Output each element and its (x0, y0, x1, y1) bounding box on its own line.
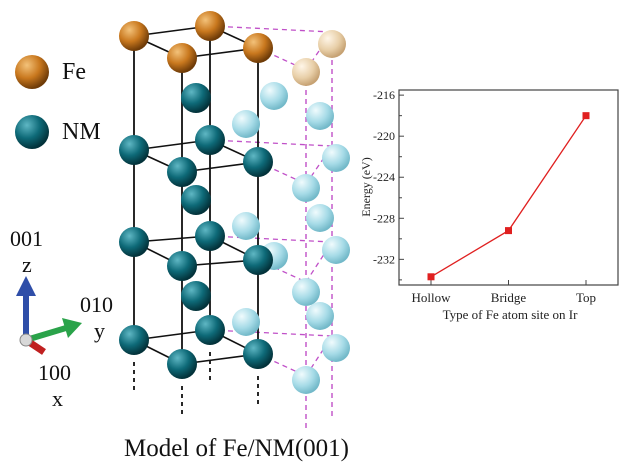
figure-caption: Model of Fe/NM(001) (124, 435, 349, 462)
fe-atom (243, 33, 273, 63)
x-axis-ticks: Hollow Bridge Top (412, 280, 596, 305)
chart-y-axis-label: Energy (eV) (359, 157, 373, 216)
y-direction-index: 010 (80, 292, 113, 317)
energy-series-line (430, 115, 587, 278)
x-tick-label: Bridge (491, 290, 527, 305)
data-point-hollow (427, 273, 435, 281)
ghost-nm-atom (292, 174, 320, 202)
y-tick-label: -220 (373, 129, 395, 143)
nm-atom (243, 245, 273, 275)
chart-x-axis-label: Type of Fe atom site on Ir (443, 307, 579, 322)
chart-frame (398, 89, 619, 286)
nm-atom (167, 251, 197, 281)
y-axis-label: y (94, 318, 105, 343)
nm-legend-label: NM (62, 119, 101, 145)
y-tick-label: -224 (373, 170, 395, 184)
ghost-layer-bond (209, 329, 333, 337)
nm-atom (195, 125, 225, 155)
nm-atom (243, 339, 273, 369)
z-arrow-icon (16, 276, 36, 296)
x-direction-index: 100 (38, 360, 71, 385)
ghost-nm-atom (232, 110, 260, 138)
nm-atom (167, 349, 197, 379)
ghost-fe-atom (318, 30, 346, 58)
nm-atom (181, 185, 211, 215)
fe-legend-atom (15, 55, 49, 89)
nm-atom (195, 315, 225, 345)
ghost-nm-atom (260, 82, 288, 110)
ghost-layer-bond (209, 139, 333, 147)
nm-atom (243, 147, 273, 177)
z-axis-label: z (22, 252, 32, 277)
ghost-nm-atom (306, 302, 334, 330)
ghost-nm-atom (232, 212, 260, 240)
ghost-nm-atom (292, 366, 320, 394)
axis-triad (16, 276, 82, 355)
ghost-nm-atom (306, 204, 334, 232)
nm-atom (167, 157, 197, 187)
nm-atom (181, 83, 211, 113)
axis-origin (19, 333, 33, 347)
energy-chart: -216 -220 -224 -228 -232 Hollow Bridge Top Ene… (359, 88, 619, 322)
x-axis-label: x (52, 386, 63, 411)
fe-atom (195, 11, 225, 41)
nm-legend-atom (15, 115, 49, 149)
nm-atom (119, 135, 149, 165)
ghost-nm-atom (292, 278, 320, 306)
x-tick-label: Hollow (412, 290, 452, 305)
ghost-fe-atom (292, 58, 320, 86)
ghost-nm-atom (322, 334, 350, 362)
fe-atom (119, 21, 149, 51)
nm-atom (119, 227, 149, 257)
y-tick-label: -228 (373, 211, 395, 225)
y-axis-ticks: -216 -220 -224 -228 -232 (373, 88, 404, 281)
fe-legend-label: Fe (62, 59, 86, 85)
nm-atom (181, 281, 211, 311)
z-direction-index: 001 (10, 226, 43, 251)
ghost-nm-atom (322, 144, 350, 172)
data-point-top (582, 112, 590, 120)
nm-atom (195, 221, 225, 251)
ghost-layer-bond (209, 235, 333, 243)
y-tick-label: -232 (373, 252, 395, 266)
ghost-atom-layer (232, 30, 350, 394)
y-tick-label: -216 (373, 88, 395, 102)
x-tick-label: Top (576, 290, 596, 305)
nm-atom (119, 325, 149, 355)
y-arrow-icon (62, 318, 82, 338)
ghost-nm-atom (322, 236, 350, 264)
fe-atom (167, 43, 197, 73)
data-point-bridge (505, 227, 512, 235)
ghost-nm-atom (232, 308, 260, 336)
ghost-nm-atom (306, 102, 334, 130)
ghost-layer-bond (209, 25, 333, 33)
energy-series-points (427, 112, 590, 281)
atom-layer (119, 11, 273, 379)
